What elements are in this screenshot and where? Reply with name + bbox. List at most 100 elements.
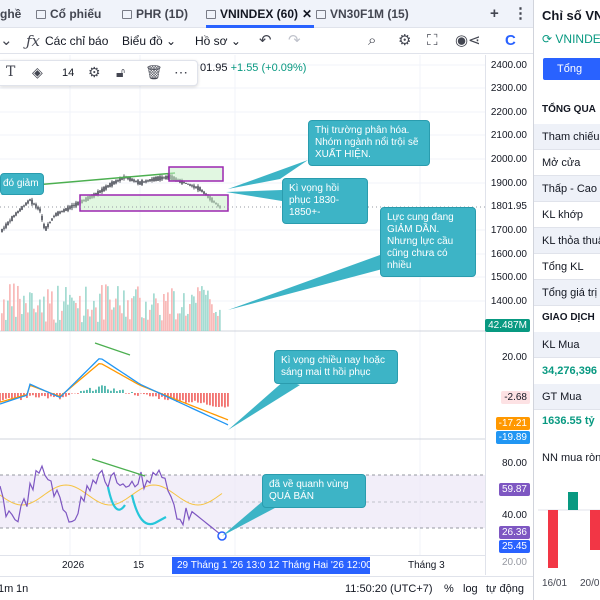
macd-hist-bar (47, 393, 49, 399)
macd-hist-bar (206, 393, 208, 405)
lock-icon[interactable]: 🔓︎ (116, 64, 126, 80)
macd-hist-bar (149, 393, 151, 397)
interval-button[interactable]: 1m (0, 583, 14, 595)
target-box[interactable] (168, 166, 224, 182)
candle-body (73, 204, 75, 207)
percent-toggle[interactable]: % (444, 583, 454, 595)
callout-supply[interactable]: Lực cung đang GIẢM DẦN. Nhưng lực cầu cũ… (380, 207, 476, 277)
ohlc-change: +1.55 (+0.09%) (230, 62, 307, 74)
row-reference: Tham chiếu (534, 124, 600, 150)
tab-stocks[interactable]: Cổ phiếu (36, 0, 101, 28)
volume-bar (109, 299, 111, 331)
price-tick: 1600.00 (490, 249, 527, 260)
macd-hist-bar (0, 393, 1, 403)
time-axis[interactable]: 2026 15 29 Tháng 1 '26 13:0 12 Tháng Hai… (0, 555, 485, 575)
symbol-label: VNINDE (555, 32, 600, 46)
callout-expect-range[interactable]: Kì vọng hồi phục 1830-1850+- (282, 178, 368, 224)
chart-canvas[interactable] (0, 55, 485, 575)
chevron-down-icon[interactable]: ⌄ (0, 32, 13, 49)
volume-bar (219, 309, 221, 331)
gear-icon[interactable]: ⚙ (88, 64, 101, 80)
buy-value-label: GT Mua (534, 384, 600, 410)
volume-bar (141, 317, 143, 331)
volume-bar (131, 298, 133, 331)
gear-icon[interactable]: ⚙ (398, 32, 412, 49)
macd-hist-bar (125, 393, 127, 394)
fullscreen-icon[interactable]: ⛶ (427, 32, 438, 49)
volume-bar (101, 285, 103, 331)
close-icon[interactable]: ✕ (302, 7, 313, 21)
trash-icon[interactable]: 🗑︎ (145, 64, 163, 80)
candle-body (55, 213, 57, 216)
price-axis[interactable]: 2400.00 2300.00 2200.00 2100.00 2000.00 … (485, 55, 533, 575)
tab-phr[interactable]: PHR (1D) (122, 0, 188, 28)
candle-body (3, 227, 5, 229)
volume-bar (215, 311, 217, 331)
candle-body (131, 178, 133, 182)
volume-bar (63, 301, 65, 331)
profile-button[interactable]: Hồ sơ ⌄ (195, 28, 241, 54)
support-box[interactable] (79, 194, 229, 212)
candle-body (135, 180, 137, 183)
candle-body (59, 211, 61, 214)
candle-body (29, 199, 31, 201)
macd-hist-bar (182, 393, 184, 401)
candle-body (33, 203, 35, 205)
macd-hist-bar (185, 393, 187, 403)
price-tick: 2200.00 (490, 107, 527, 118)
rsi-tick: 20.00 (501, 557, 527, 568)
divergence-line (94, 342, 131, 356)
fill-color-icon[interactable]: ◈ (32, 64, 43, 80)
volume-bar (71, 297, 73, 331)
macd-hist-bar (221, 393, 223, 407)
indicators-button[interactable]: Các chỉ báo (45, 34, 109, 48)
candle-body (167, 175, 169, 179)
redo-icon[interactable]: ↷ (288, 32, 301, 49)
current-price-tag: 1801.95 (487, 200, 530, 213)
auto-toggle[interactable]: tự động (486, 583, 524, 595)
rsi-tick: 40.00 (501, 510, 527, 521)
more-icon[interactable]: ⋯ (174, 64, 188, 80)
foreign-bar (590, 510, 600, 550)
callout-afternoon[interactable]: Kì vọng chiều nay hoặc sáng mai tt hồi p… (274, 350, 398, 384)
volume-bar (127, 300, 129, 331)
overview-button[interactable]: Tổng (543, 58, 600, 80)
camera-icon[interactable]: ◉ (455, 32, 469, 49)
tab-partial[interactable]: ghề (0, 0, 21, 28)
candle-body (9, 220, 11, 222)
macd-hist-bar (2, 393, 4, 400)
candle-body (133, 179, 135, 182)
chevron-down-icon: ⌄ (166, 34, 177, 48)
volume-bar (77, 308, 79, 331)
candle-body (189, 184, 191, 186)
share-icon[interactable]: ⋖ (468, 32, 481, 49)
macd-hist-bar (194, 393, 196, 401)
tab-label: PHR (1D) (136, 7, 189, 21)
macd-hist-bar (17, 393, 19, 399)
callout-market[interactable]: Thị trường phân hóa. Nhóm ngành nổi trội… (308, 120, 430, 166)
macd-hist-bar (32, 393, 34, 396)
candle-body (203, 191, 205, 194)
macd-hist-bar (89, 387, 91, 393)
volume-bar (185, 315, 187, 331)
add-tab-icon[interactable]: + (490, 5, 499, 22)
volume-bar (163, 294, 165, 331)
interval-button[interactable]: 1n (16, 583, 29, 595)
undo-icon[interactable]: ↶ (259, 32, 272, 49)
callout-left[interactable]: đó giảm (0, 173, 44, 195)
profile-label: Hồ sơ (195, 34, 228, 48)
callout-oversold[interactable]: đã về quanh vùng QUÁ BÁN (262, 474, 366, 508)
tab-vn30f1m[interactable]: VN30F1M (15) (316, 0, 409, 28)
more-icon[interactable]: ⋮ (513, 5, 528, 22)
volume-bar (125, 316, 127, 331)
text-tool-icon[interactable]: T (6, 64, 16, 80)
tab-vnindex[interactable]: VNINDEX (60) ✕ (206, 0, 315, 28)
panel-symbol[interactable]: ⟳ VNINDE (542, 32, 600, 46)
font-size-value[interactable]: 14 (62, 67, 75, 79)
macd-hist-bar (215, 393, 217, 407)
volume-bar (173, 291, 175, 331)
function-icon[interactable]: ƒx (26, 32, 41, 50)
log-toggle[interactable]: log (463, 583, 478, 595)
chart-type-button[interactable]: Biểu đồ ⌄ (122, 28, 176, 54)
search-icon[interactable]: ⌕ (368, 32, 377, 49)
